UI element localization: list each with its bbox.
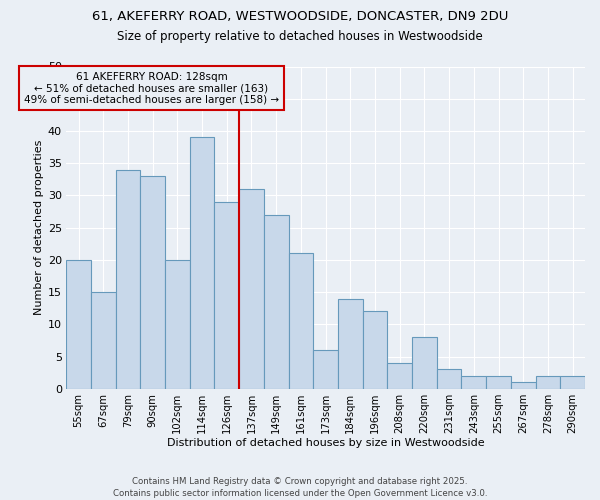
Bar: [461, 376, 486, 389]
Bar: [66, 260, 91, 389]
Y-axis label: Number of detached properties: Number of detached properties: [34, 140, 44, 316]
Bar: [388, 363, 412, 389]
Text: Contains HM Land Registry data © Crown copyright and database right 2025.
Contai: Contains HM Land Registry data © Crown c…: [113, 476, 487, 498]
Text: 61 AKEFERRY ROAD: 128sqm
← 51% of detached houses are smaller (163)
49% of semi-: 61 AKEFERRY ROAD: 128sqm ← 51% of detach…: [24, 72, 279, 105]
Bar: [536, 376, 560, 389]
X-axis label: Distribution of detached houses by size in Westwoodside: Distribution of detached houses by size …: [167, 438, 484, 448]
Bar: [560, 376, 585, 389]
Bar: [116, 170, 140, 389]
Bar: [190, 138, 214, 389]
Bar: [437, 370, 461, 389]
Bar: [486, 376, 511, 389]
Bar: [264, 215, 289, 389]
Bar: [313, 350, 338, 389]
Bar: [91, 292, 116, 389]
Bar: [511, 382, 536, 389]
Bar: [338, 298, 362, 389]
Bar: [165, 260, 190, 389]
Text: Size of property relative to detached houses in Westwoodside: Size of property relative to detached ho…: [117, 30, 483, 43]
Bar: [362, 312, 388, 389]
Bar: [289, 254, 313, 389]
Text: 61, AKEFERRY ROAD, WESTWOODSIDE, DONCASTER, DN9 2DU: 61, AKEFERRY ROAD, WESTWOODSIDE, DONCAST…: [92, 10, 508, 23]
Bar: [140, 176, 165, 389]
Bar: [214, 202, 239, 389]
Bar: [239, 189, 264, 389]
Bar: [412, 337, 437, 389]
